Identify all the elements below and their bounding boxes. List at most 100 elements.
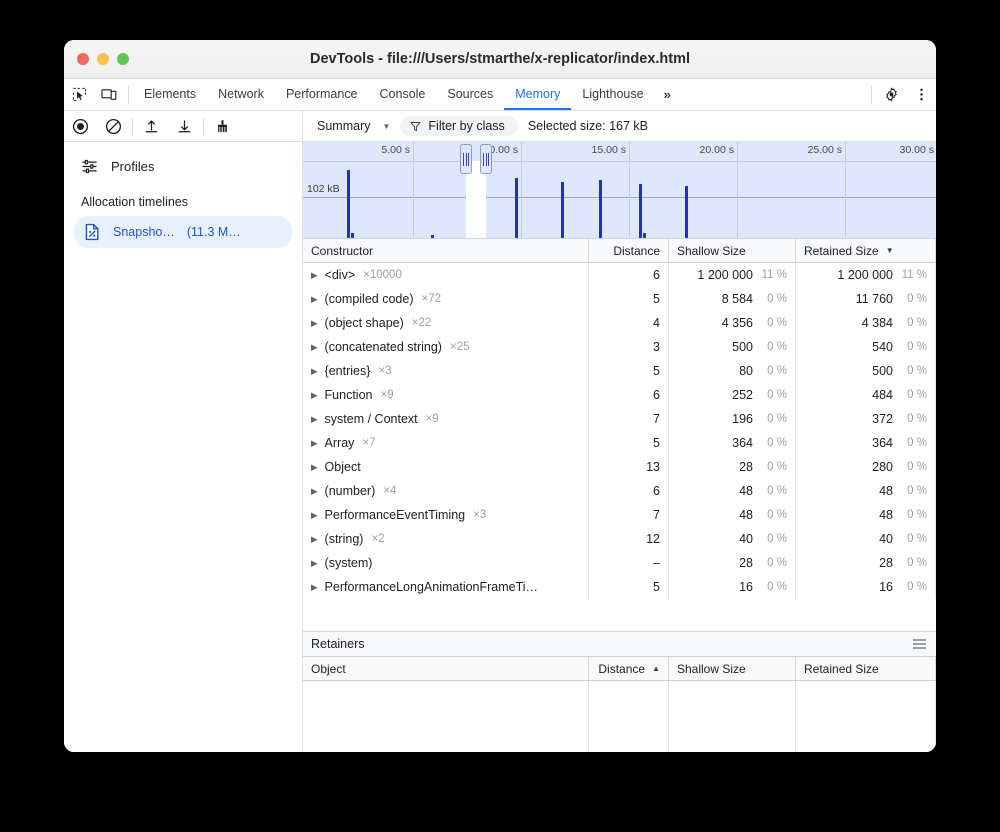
tab-network[interactable]: Network xyxy=(218,86,264,101)
timeline-allocation-bar xyxy=(351,233,354,238)
table-row[interactable]: ▶ (object shape) ×22 4 4 356 0 % 4 384 0 % xyxy=(303,311,936,335)
constructor-name: (string) xyxy=(324,532,364,546)
clear-icon[interactable] xyxy=(97,118,130,135)
cell-retained-size: 48 0 % xyxy=(796,503,936,527)
expand-triangle-icon[interactable]: ▶ xyxy=(311,341,318,352)
table-row[interactable]: ▶ system / Context ×9 7 196 0 % 372 0 % xyxy=(303,407,936,431)
retained-size-percent: 0 % xyxy=(907,581,927,593)
allocation-timeline-overview[interactable]: 102 kB 5.00 s 10.00 s 15.00 s 20.00 s 25.00 … xyxy=(303,142,936,239)
devtools-body: Profiles Allocation timelines Snapsho… (… xyxy=(64,142,936,752)
expand-triangle-icon[interactable]: ▶ xyxy=(311,557,318,568)
hamburger-icon[interactable] xyxy=(913,639,926,649)
record-icon[interactable] xyxy=(64,118,97,135)
tab-memory[interactable]: Memory xyxy=(504,79,572,110)
expand-triangle-icon[interactable]: ▶ xyxy=(311,413,318,424)
timeline-allocation-bar xyxy=(643,233,646,238)
sidebar-header-profiles[interactable]: Profiles xyxy=(64,152,302,181)
table-row[interactable]: ▶ (compiled code) ×72 5 8 584 0 % 11 760 0 % xyxy=(303,287,936,311)
column-header-shallow-size[interactable]: Shallow Size xyxy=(669,239,796,262)
more-vertical-icon[interactable] xyxy=(906,79,936,110)
memory-toolbar-right: Summary ▼ Filter by class Selected size:… xyxy=(302,111,936,141)
retainers-column-object[interactable]: Object xyxy=(303,657,589,680)
table-row[interactable]: ▶ {entries} ×3 5 80 0 % 500 0 % xyxy=(303,359,936,383)
retainers-column-distance[interactable]: Distance ▲ xyxy=(589,657,669,680)
devtools-tabbar: Elements Network Performance Console Sou… xyxy=(64,79,936,111)
tab-elements[interactable]: Elements xyxy=(144,86,197,101)
expand-triangle-icon[interactable]: ▶ xyxy=(311,581,318,592)
retained-size-percent: 0 % xyxy=(907,557,927,569)
expand-triangle-icon[interactable]: ▶ xyxy=(311,509,318,520)
window-titlebar: DevTools - file:///Users/stmarthe/x-repl… xyxy=(64,40,936,79)
cell-distance: 6 xyxy=(589,383,669,407)
retainers-column-retained-size[interactable]: Retained Size xyxy=(796,657,936,680)
column-header-shallow-size-label: Shallow Size xyxy=(677,243,746,258)
shallow-size-value: 1 200 000 xyxy=(697,268,753,282)
table-row[interactable]: ▶ (string) ×2 12 40 0 % 40 0 % xyxy=(303,527,936,551)
timeline-selection-handle-right[interactable] xyxy=(480,144,492,174)
maximize-window-button[interactable] xyxy=(117,53,129,65)
tab-sources[interactable]: Sources xyxy=(447,86,494,101)
sidebar-section-allocation-timelines: Allocation timelines xyxy=(81,195,188,209)
cell-constructor: ▶ (string) ×2 xyxy=(303,527,589,551)
cell-shallow-size: 40 0 % xyxy=(669,527,796,551)
inspect-element-icon[interactable] xyxy=(64,79,94,110)
constructor-name: Object xyxy=(324,460,361,474)
table-row[interactable]: ▶ <div> ×10000 6 1 200 000 11 % 1 200 000 11 % xyxy=(303,263,936,287)
expand-triangle-icon[interactable]: ▶ xyxy=(311,317,318,328)
expand-triangle-icon[interactable]: ▶ xyxy=(311,461,318,472)
column-header-retained-size[interactable]: Retained Size ▼ xyxy=(796,239,936,262)
collect-garbage-icon[interactable] xyxy=(206,118,239,135)
timeline-selection-handle-left[interactable] xyxy=(460,144,472,174)
cell-shallow-size: 28 0 % xyxy=(669,455,796,479)
retainers-empty-shallow-col xyxy=(669,681,796,752)
column-header-distance[interactable]: Distance xyxy=(589,239,669,262)
expand-triangle-icon[interactable]: ▶ xyxy=(311,365,318,376)
cell-distance: 5 xyxy=(589,575,669,599)
timeline-selection-window[interactable] xyxy=(460,144,492,238)
expand-triangle-icon[interactable]: ▶ xyxy=(311,533,318,544)
shallow-size-value: 80 xyxy=(739,364,753,378)
table-row[interactable]: ▶ PerformanceEventTiming ×3 7 48 0 % 48 0 % xyxy=(303,503,936,527)
table-row[interactable]: ▶ Function ×9 6 252 0 % 484 0 % xyxy=(303,383,936,407)
more-tabs-icon[interactable]: » xyxy=(663,87,671,102)
table-row[interactable]: ▶ Object 13 28 0 % 280 0 % xyxy=(303,455,936,479)
expand-triangle-icon[interactable]: ▶ xyxy=(311,293,318,304)
column-header-distance-label: Distance xyxy=(613,243,660,258)
close-window-button[interactable] xyxy=(77,53,89,65)
column-header-constructor[interactable]: Constructor xyxy=(303,239,589,262)
expand-triangle-icon[interactable]: ▶ xyxy=(311,389,318,400)
minimize-window-button[interactable] xyxy=(97,53,109,65)
constructor-name: (concatenated string) xyxy=(324,340,442,354)
view-select[interactable]: Summary ▼ xyxy=(317,119,390,133)
retainers-column-shallow-size[interactable]: Shallow Size xyxy=(669,657,796,680)
sidebar-item-snapshot[interactable]: Snapsho… (11.3 M… xyxy=(74,216,292,248)
cell-retained-size: 500 0 % xyxy=(796,359,936,383)
constructor-count: ×4 xyxy=(383,485,397,497)
gear-icon[interactable] xyxy=(876,79,906,110)
tab-console[interactable]: Console xyxy=(379,86,426,101)
cell-distance: 6 xyxy=(589,263,669,287)
table-row[interactable]: ▶ (system) – 28 0 % 28 0 % xyxy=(303,551,936,575)
retained-size-value: 500 xyxy=(872,364,893,378)
filter-input[interactable]: Filter by class xyxy=(400,116,518,136)
cell-distance: 13 xyxy=(589,455,669,479)
expand-triangle-icon[interactable]: ▶ xyxy=(311,269,318,280)
expand-triangle-icon[interactable]: ▶ xyxy=(311,437,318,448)
tab-lighthouse[interactable]: Lighthouse xyxy=(582,86,644,101)
selected-size-label: Selected size: 167 kB xyxy=(527,119,649,133)
table-row[interactable]: ▶ Array ×7 5 364 0 % 364 0 % xyxy=(303,431,936,455)
constructor-name: PerformanceEventTiming xyxy=(324,508,466,522)
table-row[interactable]: ▶ (concatenated string) ×25 3 500 0 % 540 0 % xyxy=(303,335,936,359)
tab-performance[interactable]: Performance xyxy=(285,86,358,101)
table-row[interactable]: ▶ PerformanceLongAnimationFrameTi… 5 16 0 % 1… xyxy=(303,575,936,599)
constructor-count: ×3 xyxy=(473,509,487,521)
timeline-tick: 25.00 s xyxy=(808,142,846,238)
device-toolbar-icon[interactable] xyxy=(94,79,124,110)
expand-triangle-icon[interactable]: ▶ xyxy=(311,485,318,496)
retained-size-value: 372 xyxy=(872,412,893,426)
load-profile-icon[interactable] xyxy=(135,118,168,135)
save-profile-icon[interactable] xyxy=(168,118,201,135)
table-row[interactable]: ▶ (number) ×4 6 48 0 % 48 0 % xyxy=(303,479,936,503)
cell-shallow-size: 4 356 0 % xyxy=(669,311,796,335)
shallow-size-percent: 0 % xyxy=(767,365,787,377)
